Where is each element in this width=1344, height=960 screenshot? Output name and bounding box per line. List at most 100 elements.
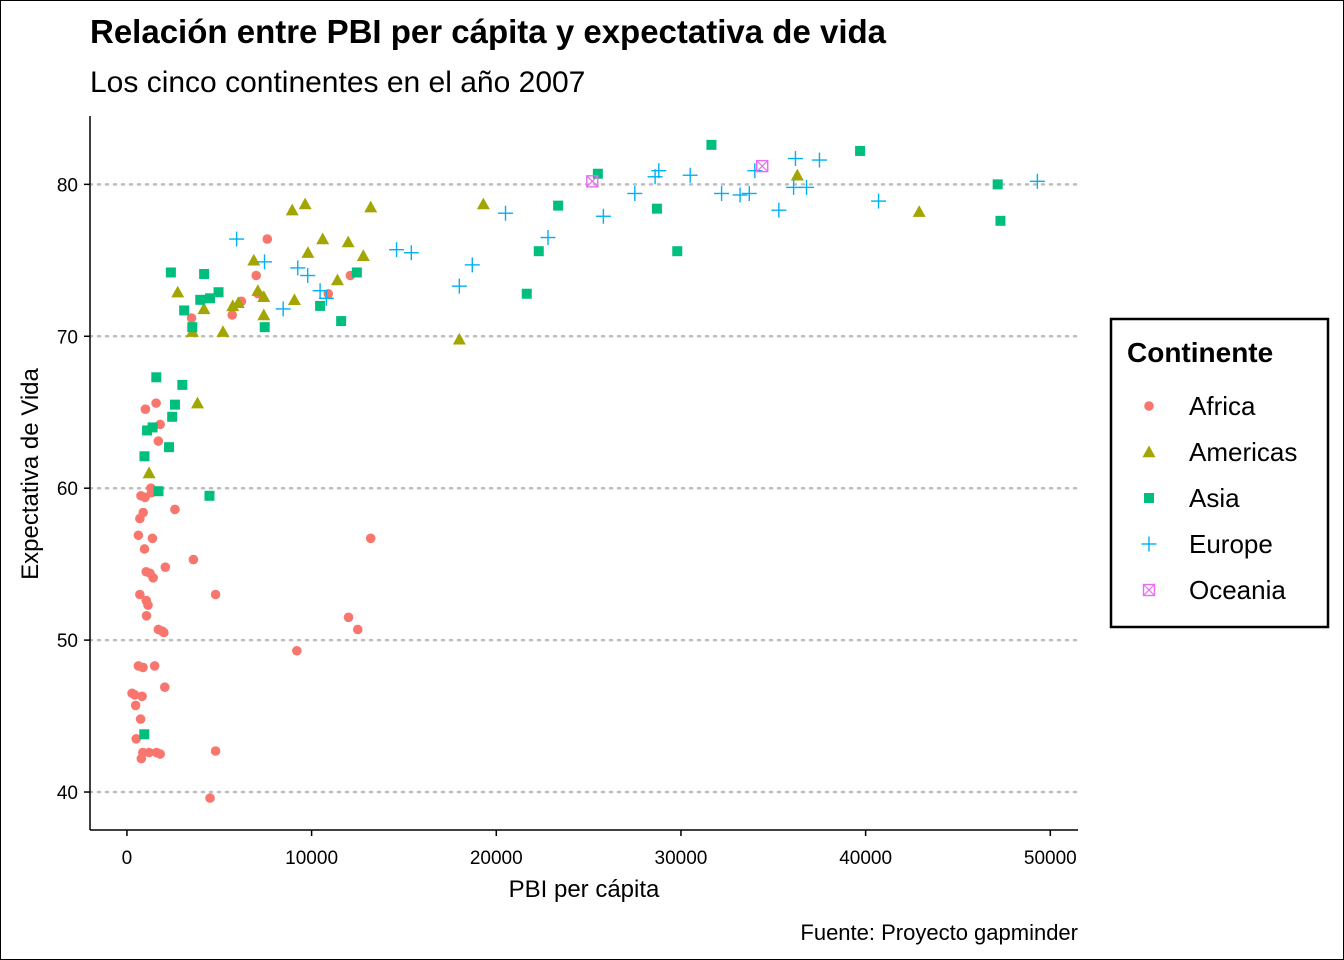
x-tick-label: 40000 [839, 848, 892, 869]
point-europe [290, 260, 306, 276]
legend-title: Continente [1127, 337, 1273, 368]
point-americas [341, 235, 355, 248]
legend-item-americas: Americas [1142, 437, 1297, 467]
point-asia [259, 322, 270, 333]
legend-item-oceania: Oceania [1142, 575, 1286, 605]
point-asia [199, 268, 210, 279]
point-americas [251, 284, 265, 296]
point-asia [187, 322, 198, 333]
series-oceania [586, 159, 769, 188]
legend-box [1109, 317, 1330, 629]
point-asia [995, 215, 1006, 226]
point-europe [799, 179, 815, 195]
point-africa [365, 533, 376, 544]
x-tick-label: 0 [122, 848, 133, 869]
point-asia [165, 267, 176, 278]
legend-item-asia: Asia [1144, 483, 1240, 513]
point-americas [316, 232, 330, 245]
legend-key-europe [1141, 536, 1157, 552]
point-africa [131, 734, 141, 744]
point-europe [403, 245, 419, 261]
legend: Continente Africa Americas Asia Europe Ocean… [1109, 317, 1330, 629]
point-asia [179, 305, 190, 316]
series-europe [229, 151, 1045, 317]
legend-item-africa: Africa [1144, 391, 1256, 421]
point-africa [135, 589, 145, 600]
legend-label: Africa [1189, 391, 1256, 421]
point-africa [170, 504, 180, 515]
point-europe [540, 230, 556, 246]
point-africa [151, 398, 161, 408]
y-axis-ticks: 40 50 60 70 80 [57, 175, 90, 804]
point-africa [262, 234, 273, 244]
point-africa [141, 611, 152, 621]
series-americas [142, 168, 926, 479]
x-axis-label: PBI per cápita [509, 876, 660, 903]
point-africa [153, 436, 164, 446]
point-europe [811, 152, 827, 168]
x-tick-label: 30000 [655, 848, 708, 869]
point-asia [142, 425, 153, 436]
point-asia [195, 294, 206, 305]
point-asia [533, 246, 544, 257]
point-africa [149, 661, 160, 671]
point-europe [464, 257, 480, 273]
point-europe [741, 185, 757, 201]
point-americas [298, 197, 312, 210]
point-europe [312, 283, 328, 299]
point-americas [452, 332, 466, 345]
point-asia [706, 139, 717, 150]
point-americas [364, 200, 378, 213]
point-africa [155, 419, 165, 430]
y-tick-label: 50 [57, 631, 78, 652]
point-europe [647, 169, 663, 185]
point-europe [229, 231, 245, 247]
point-asia [139, 729, 150, 740]
point-africa [137, 691, 147, 702]
point-americas [231, 296, 245, 309]
point-americas [216, 325, 230, 337]
point-africa [135, 714, 146, 724]
point-asia [164, 442, 175, 453]
point-europe [747, 163, 763, 179]
point-europe [451, 278, 467, 294]
legend-key-africa [1144, 401, 1154, 411]
point-americas [142, 466, 156, 479]
gridlines [88, 183, 1080, 794]
point-asia [553, 200, 564, 211]
point-europe [871, 193, 887, 209]
x-tick-label: 10000 [285, 848, 338, 869]
point-americas [197, 302, 211, 315]
point-africa [159, 682, 170, 692]
point-asia [147, 422, 158, 433]
point-asia [151, 372, 162, 383]
legend-label: Europe [1189, 529, 1273, 559]
point-americas [356, 249, 370, 261]
chart-subtitle: Los cinco continentes en el año 2007 [90, 66, 585, 99]
point-asia [992, 179, 1003, 190]
legend-label: Oceania [1189, 575, 1286, 605]
point-americas [257, 308, 271, 321]
point-africa [188, 554, 199, 565]
y-tick-label: 60 [57, 479, 78, 500]
x-tick-label: 50000 [1024, 848, 1077, 869]
x-tick-label: 20000 [470, 848, 523, 869]
legend-label: Americas [1189, 437, 1297, 467]
series-asia [139, 139, 1006, 740]
point-africa [147, 533, 158, 544]
series-africa [127, 234, 376, 803]
point-africa [133, 530, 144, 541]
legend-key-americas [1142, 445, 1156, 458]
point-africa [144, 747, 154, 758]
point-africa [292, 645, 302, 656]
point-europe [627, 185, 643, 201]
point-africa [139, 544, 150, 554]
point-asia [315, 300, 326, 311]
point-asia [336, 316, 347, 327]
point-asia [521, 288, 532, 299]
point-asia [204, 490, 215, 501]
point-africa [352, 624, 363, 635]
point-africa [251, 270, 262, 281]
point-africa [138, 507, 148, 518]
